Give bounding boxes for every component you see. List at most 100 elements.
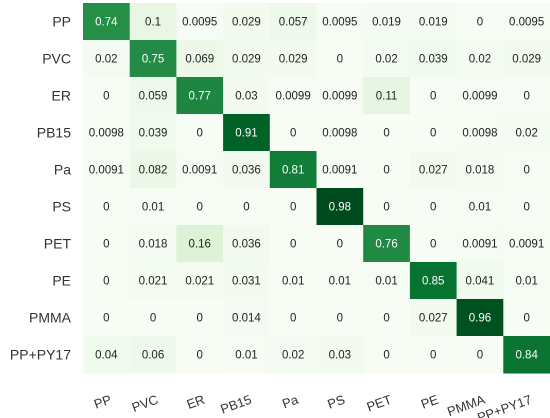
heatmap-cell (363, 40, 411, 78)
cell-value-label: 0 (290, 202, 296, 214)
heatmap-cell (409, 3, 458, 41)
heatmap-cell (269, 151, 317, 189)
column-tick-label: PET (365, 392, 394, 415)
heatmap-cell (409, 336, 458, 374)
heatmap-cell (409, 188, 458, 226)
cell-value-label: 0 (197, 128, 203, 140)
heatmap-cell (223, 262, 271, 300)
cell-value-label: 0.019 (419, 17, 448, 29)
cell-value-label: 0 (290, 239, 296, 251)
row-tick-label: PMMA (29, 310, 72, 326)
cell-value-label: 0.76 (375, 239, 397, 251)
heatmap-cell (223, 77, 271, 115)
heatmap-cell (409, 114, 458, 152)
heatmap-cell (223, 151, 271, 189)
row-tick-label: PP+PY17 (10, 347, 71, 363)
row-tick-label: PP (52, 14, 71, 30)
heatmap-cell (363, 336, 411, 374)
heatmap-cell (269, 262, 317, 300)
cell-value-label: 0.018 (466, 165, 495, 177)
heatmap-cell (129, 262, 177, 300)
cell-value-label: 0.74 (95, 17, 118, 29)
cell-value-label: 0 (383, 165, 389, 177)
cell-value-label: 0.029 (512, 54, 541, 66)
heatmap-cell (83, 77, 131, 115)
cell-value-label: 0.041 (466, 276, 495, 288)
heatmap-cell (269, 299, 317, 337)
heatmap-cell (409, 225, 458, 263)
heatmap-cell (503, 114, 550, 152)
cell-value-label: 0.02 (95, 54, 117, 66)
heatmap-cells (83, 3, 550, 374)
heatmap-cell (83, 299, 131, 337)
cell-value-label: 0.0098 (89, 128, 124, 140)
heatmap-cell (223, 114, 271, 152)
heatmap-cell (456, 262, 504, 300)
heatmap-cell (83, 40, 131, 78)
cell-value-label: 0.0091 (89, 165, 124, 177)
heatmap-cell (503, 77, 550, 115)
heatmap-cell (503, 262, 550, 300)
heatmap-cell (223, 3, 271, 41)
cell-value-label: 0.0091 (462, 239, 497, 251)
cell-value-label: 0.85 (422, 276, 444, 288)
heatmap-cell (456, 299, 504, 337)
cell-value-label: 0.0091 (182, 165, 217, 177)
heatmap-cell (129, 3, 177, 41)
column-tick-label: PVC (130, 392, 160, 415)
heatmap-cell (129, 225, 177, 263)
heatmap-cell (129, 40, 177, 78)
cell-value-label: 0 (430, 202, 436, 214)
heatmap-cell (83, 336, 131, 374)
heatmap-cell (269, 336, 317, 374)
column-tick-label: PS (325, 392, 347, 412)
cell-value-label: 0.027 (419, 313, 448, 325)
heatmap-cell (176, 188, 224, 226)
cell-value-label: 0 (197, 350, 203, 362)
cell-value-label: 0 (197, 202, 203, 214)
heatmap-cell (269, 114, 317, 152)
cell-value-label: 0 (150, 313, 156, 325)
cell-value-label: 0.0095 (182, 17, 217, 29)
cell-value-label: 0 (477, 17, 483, 29)
heatmap-cell (456, 336, 504, 374)
heatmap-cell (83, 225, 131, 263)
cell-value-label: 0.0099 (462, 91, 497, 103)
cell-value-label: 0.01 (375, 276, 397, 288)
row-tick-label: PE (52, 273, 71, 289)
heatmap-cell (456, 225, 504, 263)
heatmap-cell (456, 77, 504, 115)
cell-value-label: 0.029 (279, 54, 308, 66)
heatmap-cell (176, 151, 224, 189)
heatmap-cell (223, 225, 271, 263)
row-tick-label: PET (44, 236, 72, 252)
heatmap-cell (409, 262, 458, 300)
cell-value-label: 0.057 (279, 17, 308, 29)
heatmap-cell (456, 40, 504, 78)
cell-value-label: 0 (103, 239, 109, 251)
heatmap-cell (176, 299, 224, 337)
cell-value-label: 0.036 (232, 239, 261, 251)
cell-value-label: 0 (523, 202, 529, 214)
row-tick-label: PVC (42, 51, 71, 67)
heatmap-cell (363, 188, 411, 226)
heatmap-cell (503, 299, 550, 337)
heatmap-cell (223, 336, 271, 374)
cell-value-label: 0.02 (282, 350, 304, 362)
heatmap-cell (409, 77, 458, 115)
heatmap-cell (503, 336, 550, 374)
heatmap-cell (176, 262, 224, 300)
cell-value-label: 0.0091 (509, 239, 544, 251)
cell-value-label: 0 (290, 313, 296, 325)
cell-value-label: 0 (243, 202, 249, 214)
cell-value-label: 0 (103, 313, 109, 325)
heatmap-cell (503, 40, 550, 78)
cell-value-label: 0.02 (375, 54, 397, 66)
cell-value-label: 0.0095 (322, 17, 357, 29)
cell-value-label: 0.0098 (322, 128, 357, 140)
cell-value-label: 0.019 (372, 17, 401, 29)
column-tick-label: ER (185, 392, 207, 412)
cell-value-label: 0 (430, 239, 436, 251)
heatmap-cell (129, 151, 177, 189)
heatmap-cell (456, 151, 504, 189)
